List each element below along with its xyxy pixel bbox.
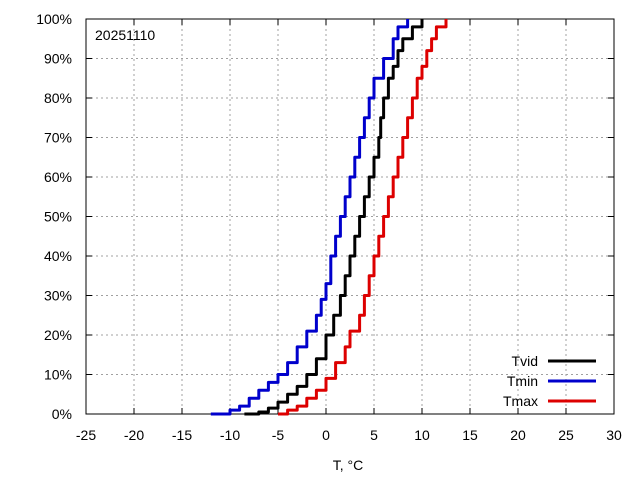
series-line-tvid [244,19,424,416]
x-tick-label: 15 [462,427,478,443]
x-tick-label: 25 [558,427,574,443]
plot-frame [85,18,615,415]
y-tick-label: 20% [44,327,72,343]
x-tick-label: 20 [510,427,526,443]
x-tick-label: -5 [272,427,285,443]
y-tick-label: 0% [52,406,72,422]
series-lines [210,19,448,416]
x-tick-label: -20 [124,427,144,443]
y-tick-label: 90% [44,51,72,67]
series-line-tmin [210,19,410,416]
legend-label-tmax: Tmax [503,393,538,409]
series-line-tmax [278,19,448,416]
legend-label-tmin: Tmin [507,373,538,389]
y-tick-label: 70% [44,130,72,146]
x-tick-label: -15 [172,427,192,443]
grid [86,19,614,414]
x-tick-label: 10 [414,427,430,443]
y-tick-label: 60% [44,169,72,185]
y-tick-label: 30% [44,288,72,304]
x-tick-label: 0 [322,427,330,443]
y-tick-label: 80% [44,90,72,106]
y-tick-label: 50% [44,209,72,225]
y-tick-labels: 0% 10% 20% 30% 40% 50% 60% 70% 80% 90% 100% [36,11,72,422]
x-tick-label: 5 [370,427,378,443]
legend: Tvid Tmin Tmax [503,353,596,409]
legend-label-tvid: Tvid [512,353,538,369]
y-tick-label: 10% [44,367,72,383]
date-annotation: 20251110 [95,27,155,43]
x-axis-label: T, °C [333,457,364,473]
x-tick-label: 30 [606,427,622,443]
y-tick-label: 40% [44,248,72,264]
x-tick-labels: -25 -20 -15 -10 -5 0 5 10 15 20 25 30 [76,427,622,443]
x-tick-label: -10 [220,427,240,443]
x-tick-label: -25 [76,427,96,443]
y-tick-label: 100% [36,11,72,27]
